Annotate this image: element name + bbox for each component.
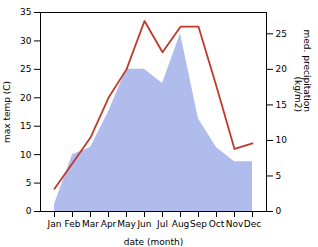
svg-text:20: 20 bbox=[20, 93, 32, 103]
svg-text:15: 15 bbox=[20, 121, 31, 131]
svg-text:Apr: Apr bbox=[101, 219, 117, 229]
svg-text:Jun: Jun bbox=[136, 219, 151, 229]
svg-text:date (month): date (month) bbox=[124, 237, 183, 247]
svg-text:10: 10 bbox=[20, 150, 32, 160]
svg-text:10: 10 bbox=[276, 135, 288, 145]
svg-text:0: 0 bbox=[276, 206, 282, 216]
svg-text:Dec: Dec bbox=[244, 219, 261, 229]
svg-text:20: 20 bbox=[276, 64, 288, 74]
svg-text:25: 25 bbox=[276, 29, 287, 39]
svg-text:35: 35 bbox=[20, 7, 31, 17]
svg-text:0: 0 bbox=[26, 206, 32, 216]
svg-text:med. precipitation(kg/m2): med. precipitation(kg/m2) bbox=[293, 30, 312, 112]
svg-text:Mar: Mar bbox=[82, 219, 99, 229]
svg-text:May: May bbox=[117, 219, 136, 229]
svg-text:max temp (C): max temp (C) bbox=[2, 81, 12, 143]
svg-text:Jan: Jan bbox=[47, 219, 62, 229]
svg-text:15: 15 bbox=[276, 100, 287, 110]
svg-text:Feb: Feb bbox=[65, 219, 81, 229]
svg-text:Aug: Aug bbox=[172, 219, 190, 229]
svg-text:25: 25 bbox=[20, 64, 31, 74]
svg-text:Nov: Nov bbox=[226, 219, 244, 229]
svg-text:Jul: Jul bbox=[156, 219, 168, 229]
svg-text:Oct: Oct bbox=[209, 219, 225, 229]
svg-text:30: 30 bbox=[20, 36, 32, 46]
svg-text:Sep: Sep bbox=[190, 219, 207, 229]
svg-text:5: 5 bbox=[26, 178, 32, 188]
svg-text:5: 5 bbox=[276, 171, 282, 181]
